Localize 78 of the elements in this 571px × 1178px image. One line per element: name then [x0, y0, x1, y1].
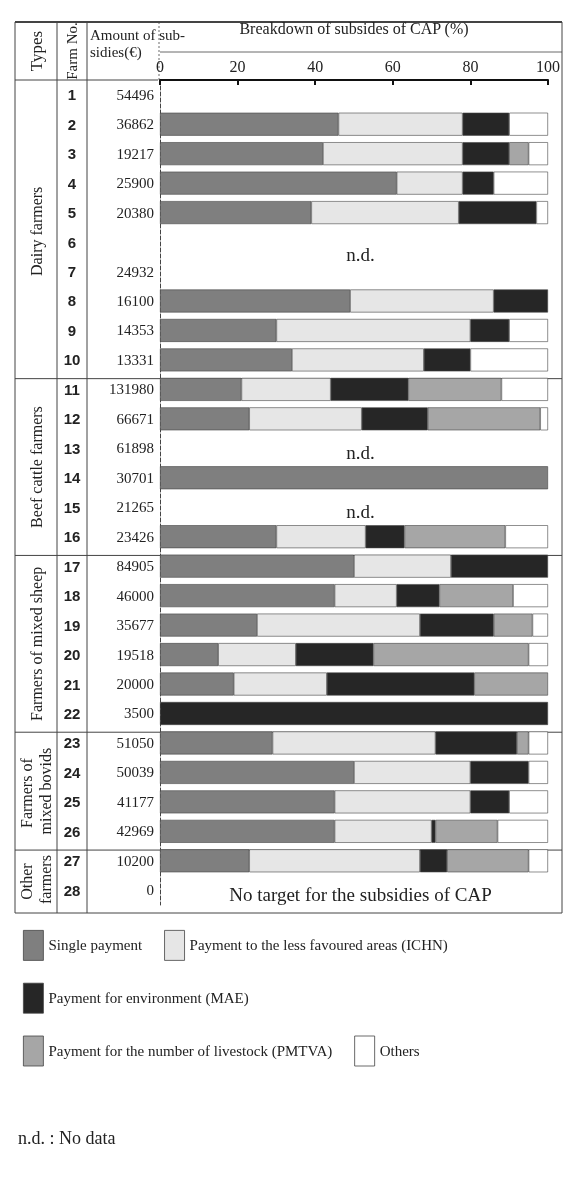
y-tick-label: 3 — [67, 145, 77, 163]
legend-label: Single payment — [48, 937, 143, 954]
y2-tick-label: 30701 — [116, 469, 154, 486]
y-tick-label: 14 — [63, 469, 81, 487]
y2-tick-label: 66671 — [116, 410, 154, 427]
text: Types — [26, 30, 46, 72]
y-tick-label: 8 — [67, 292, 77, 310]
text: Dairy farmers — [27, 186, 46, 276]
y-tick-label: 20 — [63, 646, 81, 664]
y2-tick-label: 21265 — [116, 499, 154, 516]
y2-tick-label: 50039 — [116, 764, 154, 781]
text: Other farmers — [18, 855, 54, 904]
y2-tick-label: 23426 — [116, 528, 155, 545]
y-tick-label: 19 — [63, 616, 81, 634]
y2-tick-label: 61898 — [116, 440, 154, 457]
y-tick-label: 13 — [63, 439, 81, 457]
y-tick-label: 22 — [63, 704, 81, 722]
y-tick-label: 9 — [67, 321, 77, 339]
legend-label: Payment to the less favoured areas (ICHN) — [189, 937, 448, 955]
y-tick-label: 15 — [63, 498, 81, 516]
text: n.d. : No data — [18, 1128, 116, 1148]
y-tick-label: 27 — [63, 852, 81, 870]
x-axis-title: Breakdown of subsides of CAP (%) — [239, 19, 469, 38]
y-tick-label: 24 — [63, 763, 81, 781]
y-tick-label: 25 — [63, 793, 81, 811]
x-tick-label: 100 — [536, 57, 560, 75]
x-tick-label: 20 — [229, 57, 246, 75]
y-tick-label: 7 — [67, 263, 77, 281]
y-tick-label: 6 — [67, 233, 77, 251]
y2-tick-label: 84905 — [116, 558, 154, 575]
y-tick-label: 23 — [63, 734, 81, 752]
y-tick-label: 18 — [63, 587, 81, 605]
y-tick-label: 17 — [63, 557, 81, 575]
y2-tick-label: 3500 — [124, 705, 154, 722]
y-tick-label: 28 — [63, 881, 81, 899]
y-tick-label: 26 — [63, 822, 81, 840]
y-tick-label: 11 — [64, 380, 80, 398]
y2-tick-label: 51050 — [116, 734, 154, 751]
y2-tick-label: 20000 — [116, 676, 154, 693]
y2-tick-label: 14353 — [116, 322, 154, 339]
annotation: n.d. — [346, 441, 375, 463]
y2-tick-label: 24932 — [116, 263, 154, 280]
y2-tick-label: 42969 — [116, 823, 154, 840]
y2-tick-label: 36862 — [116, 116, 154, 133]
x-tick-label: 80 — [462, 57, 479, 75]
legend-label: Payment for the number of livestock (PMTVA) — [48, 1043, 333, 1060]
y-tick-label: 5 — [67, 204, 77, 222]
y-tick-label: 21 — [63, 675, 81, 693]
y-tick-label: 16 — [63, 528, 81, 546]
text: Beef cattle farmers — [27, 406, 45, 528]
y2-tick-label: 41177 — [117, 793, 155, 810]
y2-tick-label: 35677 — [116, 617, 155, 634]
y2-tick-label: 0 — [146, 882, 154, 899]
y-tick-label: 12 — [63, 410, 81, 428]
y-tick-label: 4 — [67, 174, 77, 192]
y2-tick-label: 16100 — [116, 292, 154, 309]
legend-label: Payment for environment (MAE) — [48, 990, 249, 1008]
y-tick-label: 1 — [67, 86, 77, 104]
annotation: n.d. — [346, 500, 375, 522]
text: Farmers of mixed sheep — [27, 566, 46, 721]
y-tick-label: 10 — [63, 351, 81, 369]
y-axis-title: Farm No. — [64, 22, 80, 80]
y2-tick-label: 25900 — [116, 175, 154, 192]
y2-tick-label: 20380 — [116, 204, 154, 221]
annotation: No target for the subsidies of CAP — [229, 883, 492, 905]
y2-tick-label: 10200 — [116, 852, 154, 869]
y2-tick-label: 19518 — [116, 646, 154, 663]
y2-tick-label: 46000 — [116, 587, 154, 604]
annotation: n.d. — [346, 244, 375, 266]
y2-tick-label: 13331 — [116, 351, 154, 368]
text: Farmers of mixed bovids — [18, 747, 54, 835]
x-tick-label: 40 — [307, 57, 324, 75]
x-tick-label: 60 — [384, 57, 401, 75]
y2-tick-label: 54496 — [116, 86, 155, 103]
y2-tick-label: 19217 — [116, 145, 155, 162]
y-tick-label: 2 — [67, 115, 77, 133]
legend-label: Others — [379, 1043, 420, 1059]
y2-tick-label: 131980 — [109, 381, 154, 398]
